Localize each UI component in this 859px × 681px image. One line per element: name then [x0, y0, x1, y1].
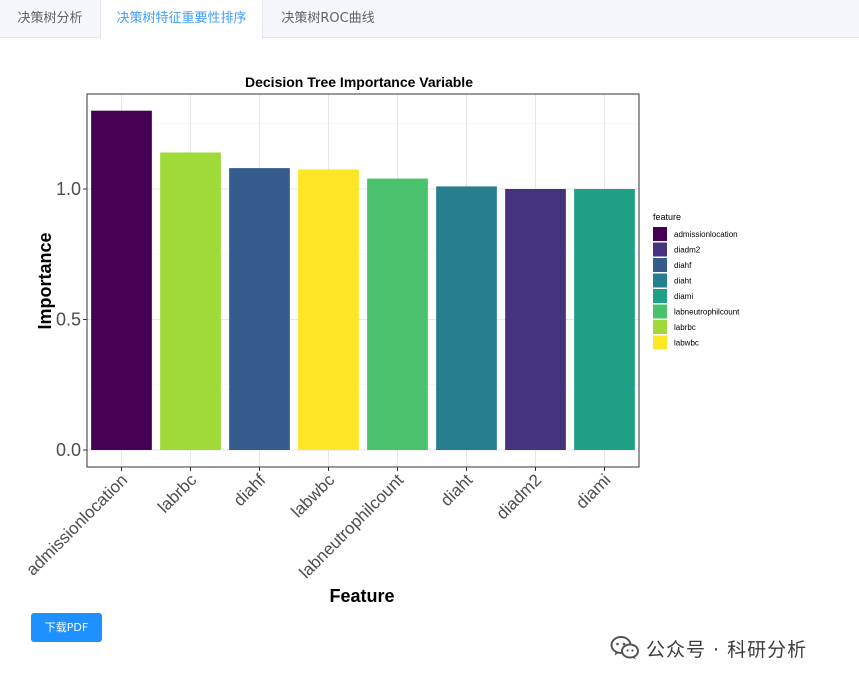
x-tick-label: diami	[572, 470, 614, 512]
x-tick-label: diahf	[230, 470, 270, 510]
watermark: 公众号 · 科研分析	[610, 631, 807, 665]
legend-label-diami: diami	[674, 292, 693, 301]
bar-labwbc	[298, 169, 359, 451]
chart-title: Decision Tree Importance Variable	[245, 74, 473, 90]
legend-key-diahf	[653, 258, 667, 272]
plot-panel-border	[86, 93, 640, 468]
chart-legend: feature admissionlocation diadm2 diahf diah…	[653, 212, 740, 350]
tab-decision-tree-analysis[interactable]: 决策树分析	[17, 11, 83, 26]
legend-label-labneutrophilcount: labneutrophilcount	[674, 308, 740, 317]
watermark-text: 公众号 · 科研分析	[646, 638, 808, 661]
chart-bars	[91, 110, 635, 451]
x-tick-label: diadm2	[492, 470, 545, 523]
bar-diami	[574, 189, 635, 450]
bar-admissionlocation	[91, 110, 152, 450]
legend-key-labneutrophilcount	[653, 304, 667, 319]
legend-key-diadm2	[653, 242, 667, 257]
tab-roc-curve[interactable]: 决策树ROC曲线	[281, 11, 375, 26]
legend-key-admissionlocation	[653, 227, 667, 241]
legend-label-diahf: diahf	[674, 261, 692, 270]
y-tick-label: 0.0	[56, 440, 81, 460]
bar-labneutrophilcount	[367, 178, 428, 450]
y-axis-label: Importance	[35, 232, 55, 329]
legend-key-diaht	[653, 273, 667, 288]
tab-feature-importance[interactable]: 决策树特征重要性排序	[100, 0, 263, 39]
legend-key-diami	[653, 289, 667, 303]
y-tick-label: 1.0	[56, 179, 81, 199]
bar-diaht	[436, 186, 497, 450]
legend-label-diadm2: diadm2	[674, 246, 701, 255]
wechat-icon	[610, 636, 639, 660]
download-pdf-button[interactable]: 下载PDF	[31, 613, 102, 642]
legend-key-labrbc	[653, 320, 667, 334]
bar-diadm2	[505, 189, 566, 450]
bar-labrbc	[160, 152, 221, 450]
legend-label-labwbc: labwbc	[674, 339, 699, 348]
legend-label-labrbc: labrbc	[674, 323, 696, 332]
x-tick-label: labwbc	[287, 470, 338, 521]
y-tick-label: 0.5	[56, 310, 81, 330]
tab-bar: 决策树分析 决策树特征重要性排序 决策树ROC曲线	[0, 0, 859, 39]
x-tick-label: labrbc	[154, 470, 201, 517]
legend-title: feature	[653, 212, 681, 222]
x-tick-label: diaht	[437, 470, 477, 510]
bar-diahf	[229, 168, 290, 450]
legend-label-diaht: diaht	[674, 277, 692, 286]
x-tick-label: admissionlocation	[22, 470, 131, 579]
importance-chart: 0.0 0.5 1.0 admissionlocation labrbc diahf lab…	[22, 74, 740, 606]
legend-label-admissionlocation: admissionlocation	[674, 230, 738, 239]
legend-key-labwbc	[653, 335, 667, 350]
x-axis-label: Feature	[329, 586, 394, 606]
